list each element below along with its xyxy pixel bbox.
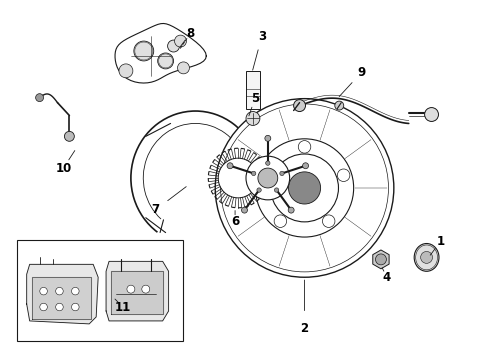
- Circle shape: [215, 99, 394, 277]
- Text: 5: 5: [251, 92, 259, 105]
- Circle shape: [280, 171, 284, 176]
- Circle shape: [289, 172, 320, 204]
- Circle shape: [258, 168, 278, 188]
- Circle shape: [64, 131, 74, 141]
- Polygon shape: [111, 271, 163, 314]
- Circle shape: [288, 207, 294, 213]
- Circle shape: [134, 41, 154, 61]
- Polygon shape: [32, 277, 91, 319]
- Circle shape: [322, 215, 335, 228]
- Text: 7: 7: [151, 203, 160, 216]
- Circle shape: [177, 62, 190, 74]
- Circle shape: [72, 287, 79, 295]
- Circle shape: [158, 53, 173, 69]
- Ellipse shape: [414, 243, 439, 271]
- Polygon shape: [115, 23, 206, 83]
- Polygon shape: [373, 250, 389, 269]
- Circle shape: [218, 158, 258, 198]
- Polygon shape: [26, 264, 98, 324]
- Circle shape: [303, 163, 309, 169]
- Circle shape: [40, 303, 48, 311]
- Text: 3: 3: [258, 30, 266, 42]
- Circle shape: [246, 112, 260, 125]
- Text: 10: 10: [55, 162, 72, 175]
- Circle shape: [242, 207, 247, 213]
- Circle shape: [270, 154, 339, 222]
- Bar: [17, 239, 183, 341]
- Circle shape: [227, 163, 233, 169]
- Polygon shape: [106, 261, 169, 321]
- Circle shape: [266, 161, 270, 165]
- Circle shape: [265, 135, 271, 141]
- Circle shape: [294, 100, 306, 112]
- Circle shape: [174, 35, 187, 47]
- Circle shape: [420, 251, 433, 264]
- Circle shape: [127, 285, 135, 293]
- Circle shape: [36, 94, 44, 102]
- Circle shape: [142, 285, 150, 293]
- Circle shape: [298, 141, 311, 153]
- Circle shape: [257, 188, 261, 192]
- Circle shape: [251, 171, 256, 176]
- Circle shape: [56, 287, 63, 295]
- Circle shape: [425, 108, 439, 121]
- Circle shape: [274, 215, 287, 228]
- Text: 6: 6: [231, 215, 239, 228]
- Circle shape: [375, 254, 387, 265]
- Circle shape: [259, 169, 272, 181]
- Circle shape: [255, 139, 354, 237]
- Circle shape: [40, 287, 48, 295]
- Circle shape: [56, 303, 63, 311]
- Text: 2: 2: [300, 322, 309, 336]
- Circle shape: [274, 188, 279, 192]
- Circle shape: [119, 64, 133, 78]
- Circle shape: [168, 40, 179, 52]
- Circle shape: [337, 169, 350, 181]
- Circle shape: [72, 303, 79, 311]
- Text: 11: 11: [115, 301, 131, 314]
- Text: 4: 4: [383, 271, 391, 284]
- Bar: [246, 71, 260, 109]
- Circle shape: [335, 101, 343, 110]
- Text: 1: 1: [437, 235, 444, 248]
- Text: 9: 9: [357, 66, 365, 79]
- Text: 8: 8: [186, 27, 195, 40]
- Circle shape: [246, 156, 290, 200]
